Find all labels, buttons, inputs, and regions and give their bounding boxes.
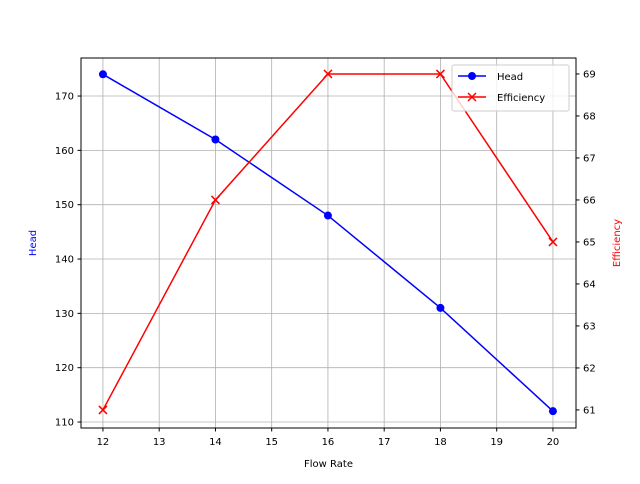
- y-axis-label: Head: [28, 230, 39, 256]
- y2-tick-label: 65: [583, 237, 596, 248]
- legend-efficiency-marker: [467, 92, 477, 102]
- y2-tick-label: 61: [583, 405, 596, 416]
- y-tick-label: 140: [55, 255, 74, 266]
- y2-tick-label: 67: [583, 153, 596, 164]
- data-point-head: [211, 135, 220, 144]
- data-point-head: [436, 303, 445, 312]
- legend-efficiency-label: Efficiency: [497, 93, 545, 104]
- y2-tick-label: 62: [583, 363, 596, 374]
- x-tick-label: 15: [265, 437, 278, 448]
- y-tick-label: 130: [55, 309, 74, 320]
- series-layer: [98, 69, 558, 416]
- x-tick-label: 16: [322, 437, 335, 448]
- x-tick-label: 19: [490, 437, 503, 448]
- y-tick-label: 150: [55, 200, 74, 211]
- data-point-efficiency: [548, 237, 558, 247]
- x-axis-label: Flow Rate: [304, 459, 353, 470]
- y-tick-label: 110: [55, 418, 74, 429]
- legend-head-label: Head: [497, 72, 523, 83]
- y-tick-label: 170: [55, 92, 74, 103]
- y2-tick-label: 66: [583, 195, 596, 206]
- x-tick-label: 12: [97, 437, 110, 448]
- data-point-efficiency: [323, 69, 333, 79]
- data-point-head: [98, 70, 107, 79]
- ticks: 12 13 14 15 16 17 18 19 20 110 120 130 140 150 160 170 6…: [55, 69, 596, 448]
- data-point-efficiency: [435, 69, 445, 79]
- y2-tick-label: 68: [583, 111, 596, 122]
- y-tick-label: 120: [55, 363, 74, 374]
- x-tick-label: 18: [434, 437, 447, 448]
- grid: [81, 58, 576, 428]
- x-tick-label: 13: [153, 437, 166, 448]
- x-tick-label: 20: [547, 437, 560, 448]
- legend: Head Efficiency: [451, 64, 570, 112]
- x-tick-label: 17: [378, 437, 391, 448]
- y2-tick-label: 64: [583, 279, 596, 290]
- data-point-head: [548, 407, 557, 416]
- y2-tick-label: 69: [583, 69, 596, 80]
- y2-axis-label: Efficiency: [612, 219, 623, 267]
- data-point-head: [323, 211, 332, 220]
- data-point-efficiency: [98, 405, 108, 415]
- plot-frame: [80, 57, 577, 429]
- y-tick-label: 160: [55, 146, 74, 157]
- y2-tick-label: 63: [583, 321, 596, 332]
- x-tick-label: 14: [209, 437, 222, 448]
- data-point-efficiency: [210, 195, 220, 205]
- legend-head-marker: [468, 72, 476, 80]
